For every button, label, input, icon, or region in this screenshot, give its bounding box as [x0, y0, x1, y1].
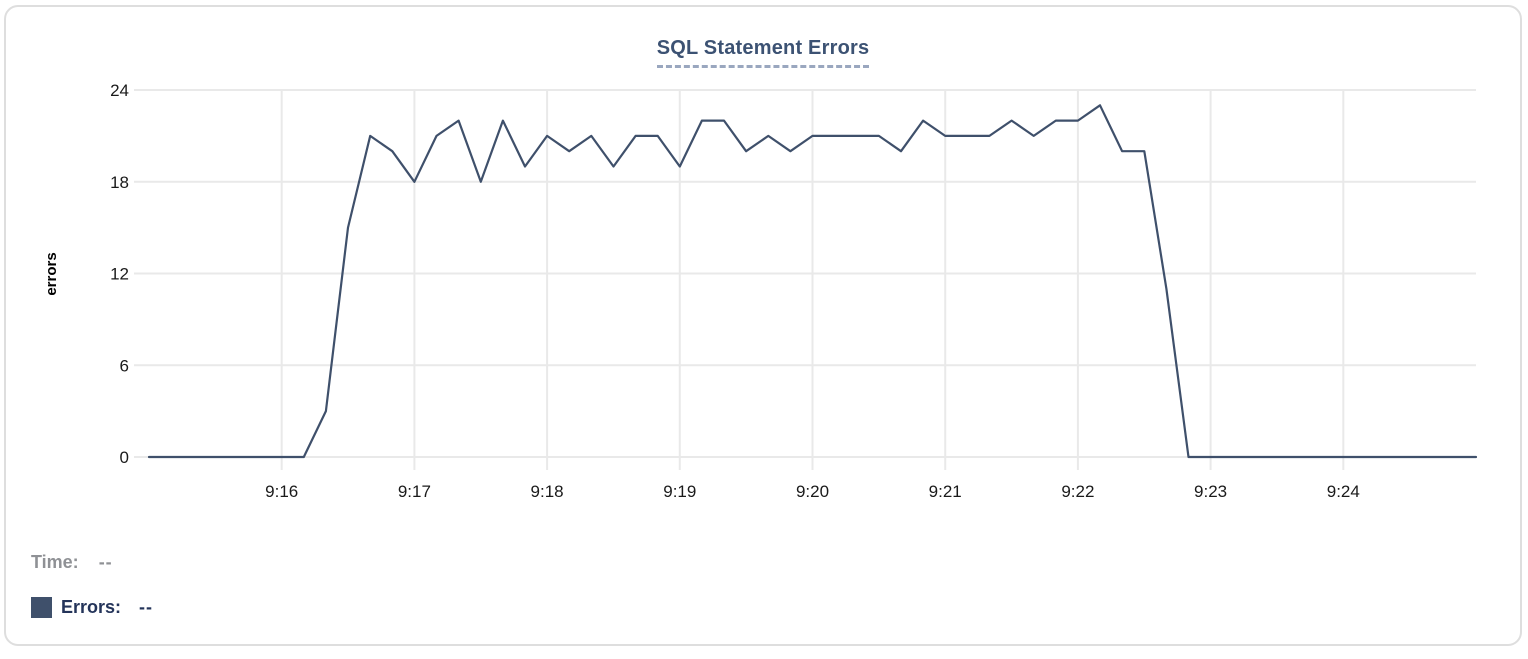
x-tick-label: 9:21: [929, 482, 962, 501]
errors-series-swatch: [31, 596, 52, 618]
x-tick-label: 9:23: [1194, 482, 1227, 501]
x-tick-label: 9:16: [265, 482, 298, 501]
time-readout-value: --: [98, 551, 113, 572]
x-tick-label: 9:19: [663, 482, 696, 501]
y-axis-label: errors: [43, 252, 60, 295]
chart-card: SQL Statement Errors 0 6 12 18 24 9:16 9:17 9:1…: [4, 5, 1522, 646]
y-tick-label: 24: [110, 81, 129, 100]
errors-readout-value: --: [139, 596, 154, 617]
time-readout-row: Time: --: [31, 548, 153, 576]
errors-readout-label: Errors:: [61, 596, 122, 617]
chart-header: SQL Statement Errors: [6, 37, 1520, 68]
x-tick-label: 9:24: [1327, 482, 1360, 501]
x-tick-label: 9:22: [1061, 482, 1094, 501]
x-tick-label: 9:17: [398, 482, 431, 501]
hover-readout: Time: -- Errors: --: [31, 548, 153, 638]
errors-line-chart[interactable]: 0 6 12 18 24 9:16 9:17 9:18 9:19 9:20 9:21 9:22 9:23…: [6, 7, 1528, 659]
y-tick-label: 18: [110, 173, 129, 192]
x-tick-label: 9:18: [531, 482, 564, 501]
y-tick-label: 12: [110, 265, 129, 284]
errors-series-line[interactable]: [147, 104, 1478, 459]
time-readout-label: Time:: [31, 551, 79, 572]
y-tick-label: 0: [120, 448, 129, 467]
y-tick-label: 6: [120, 356, 129, 375]
x-tick-label: 9:20: [796, 482, 829, 501]
errors-readout-row: Errors: --: [31, 593, 153, 621]
chart-title[interactable]: SQL Statement Errors: [656, 37, 870, 68]
